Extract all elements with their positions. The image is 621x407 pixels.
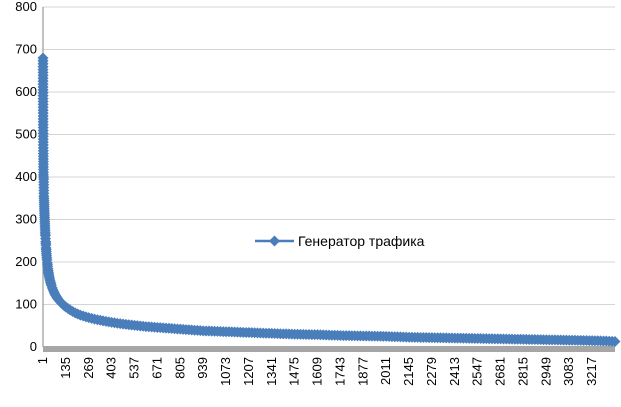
y-tick-label: 0 — [30, 339, 37, 354]
legend: Генератор трафика — [255, 233, 425, 249]
series-line — [42, 57, 616, 343]
y-tick-label: 100 — [15, 297, 37, 312]
x-tick-label: 2815 — [515, 357, 530, 386]
x-tick-label: 1743 — [332, 357, 347, 386]
x-tick-labels: 1 135 269 403 537 671 805 939 1073 1207 1341 1475 16… — [35, 357, 599, 386]
x-tick-label: 1475 — [287, 357, 302, 386]
y-tick-label: 300 — [15, 212, 37, 227]
x-tick-label: 2949 — [538, 357, 553, 386]
y-tick-label: 600 — [15, 84, 37, 99]
x-tick-label: 805 — [172, 357, 187, 379]
axes — [42, 7, 615, 352]
x-tick-label: 2681 — [493, 357, 508, 386]
x-tick-label: 1 — [35, 357, 50, 364]
x-tick-label: 671 — [149, 357, 164, 379]
x-tick-label: 1207 — [241, 357, 256, 386]
x-tick-label: 2279 — [424, 357, 439, 386]
x-tick-label: 1341 — [264, 357, 279, 386]
x-tick-label: 537 — [127, 357, 142, 379]
x-tick-label: 2547 — [470, 357, 485, 386]
series-traffic-generator — [37, 52, 621, 347]
x-tick-label: 3217 — [584, 357, 599, 386]
x-tick-label: 1877 — [355, 357, 370, 386]
data-point-marker — [609, 335, 621, 347]
x-tick-label: 403 — [104, 357, 119, 379]
x-tick-label: 135 — [58, 357, 73, 379]
x-axis-band — [43, 346, 615, 352]
y-tick-label: 700 — [15, 42, 37, 57]
x-tick-label: 939 — [195, 357, 210, 379]
x-tick-label: 269 — [81, 357, 96, 379]
y-tick-label: 400 — [15, 169, 37, 184]
x-tick-label: 2413 — [447, 357, 462, 386]
x-tick-label: 2145 — [401, 357, 416, 386]
y-tick-labels: 0 100 200 300 400 500 600 700 800 — [15, 0, 37, 354]
gridlines — [43, 6, 615, 305]
x-tick-label: 1609 — [310, 357, 325, 386]
y-tick-label: 200 — [15, 254, 37, 269]
x-tick-label: 2011 — [378, 357, 393, 385]
y-tick-label: 800 — [15, 0, 37, 14]
x-tick-label: 3083 — [561, 357, 576, 386]
legend-label: Генератор трафика — [298, 233, 425, 249]
x-tick-label: 1073 — [218, 357, 233, 386]
y-tick-label: 500 — [15, 127, 37, 142]
legend-diamond-marker — [269, 235, 280, 247]
